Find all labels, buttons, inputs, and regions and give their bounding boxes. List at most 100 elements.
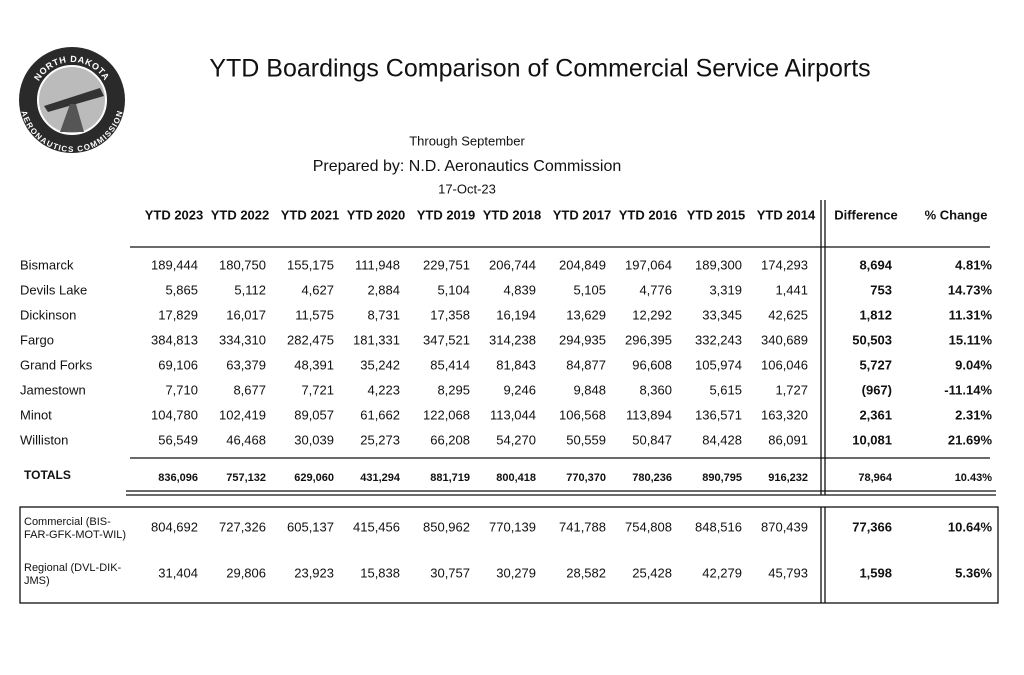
cell: 85,414	[430, 357, 470, 372]
cell: 102,419	[219, 407, 266, 422]
cell: 890,795	[702, 472, 742, 484]
cell: 16,017	[226, 307, 266, 322]
cell: 15.11%	[949, 332, 993, 347]
row-label: Grand Forks	[20, 357, 93, 372]
cell: 4,627	[301, 282, 334, 297]
group-label: Commercial (BIS-	[24, 516, 111, 528]
row-label: Bismarck	[20, 257, 74, 272]
cell: 12,292	[632, 307, 672, 322]
cell: 61,662	[360, 407, 400, 422]
cell: 30,757	[430, 565, 470, 580]
cell: 836,096	[158, 472, 198, 484]
cell: 7,721	[301, 382, 334, 397]
cell: 780,236	[632, 472, 672, 484]
cell: 757,132	[226, 472, 266, 484]
cell: 1,727	[775, 382, 808, 397]
cell: 850,962	[423, 519, 470, 534]
cell: 9.04%	[955, 357, 992, 372]
cell: 800,418	[496, 472, 536, 484]
column-header: YTD 2022	[211, 207, 270, 222]
cell: 916,232	[768, 472, 808, 484]
cell: 2,361	[859, 407, 892, 422]
cell: 3,319	[709, 282, 742, 297]
row-label: Jamestown	[20, 382, 86, 397]
cell: 314,238	[489, 332, 536, 347]
cell: 8,295	[437, 382, 470, 397]
cell: 7,710	[165, 382, 198, 397]
cell: 113,894	[626, 407, 672, 422]
cell: 181,331	[353, 332, 400, 347]
cell: 155,175	[287, 257, 334, 272]
cell: 8,677	[233, 382, 266, 397]
cell: 5,104	[437, 282, 470, 297]
cell: 84,428	[702, 432, 742, 447]
cell: 770,139	[489, 519, 536, 534]
cell: 78,964	[858, 472, 893, 484]
cell: 753	[870, 282, 892, 297]
cell: 35,242	[360, 357, 400, 372]
cell: 50,503	[852, 332, 892, 347]
column-header: YTD 2023	[145, 207, 204, 222]
cell: 605,137	[287, 519, 334, 534]
cell: 754,808	[625, 519, 672, 534]
cell: 4,223	[367, 382, 400, 397]
cell: 9,246	[503, 382, 536, 397]
cell: 17,358	[430, 307, 470, 322]
cell: 136,571	[695, 407, 742, 422]
cell: 5.36%	[955, 565, 992, 580]
column-header: YTD 2019	[417, 207, 476, 222]
cell: 8,360	[639, 382, 672, 397]
cell: 2,884	[367, 282, 400, 297]
cell: 870,439	[761, 519, 808, 534]
cell: 5,105	[573, 282, 606, 297]
cell: 8,694	[859, 257, 892, 272]
cell: 10.43%	[955, 472, 993, 484]
cell: 296,395	[625, 332, 672, 347]
column-header: % Change	[925, 207, 988, 222]
cell: 111,948	[355, 257, 400, 272]
cell: 86,091	[768, 432, 808, 447]
cell: (967)	[862, 382, 892, 397]
totals-label: TOTALS	[24, 468, 71, 482]
cell: 189,444	[151, 257, 198, 272]
cell: 347,521	[423, 332, 470, 347]
logo-runway	[60, 104, 84, 132]
cell: 42,625	[768, 307, 808, 322]
cell: 5,615	[709, 382, 742, 397]
cell: 1,598	[859, 565, 892, 580]
cell: 50,847	[632, 432, 672, 447]
cell: 106,568	[559, 407, 606, 422]
cell: 13,629	[566, 307, 606, 322]
cell: 45,793	[768, 565, 808, 580]
cell: 122,068	[423, 407, 470, 422]
cell: 89,057	[294, 407, 334, 422]
cell: 30,279	[496, 565, 536, 580]
cell: 106,046	[761, 357, 808, 372]
cell: 16,194	[496, 307, 536, 322]
cell: 332,243	[695, 332, 742, 347]
group-label: FAR-GFK-MOT-WIL)	[24, 529, 126, 541]
group-label: Regional (DVL-DIK-	[24, 562, 122, 574]
cell: 96,608	[632, 357, 672, 372]
cell: 113,044	[490, 407, 536, 422]
row-label: Devils Lake	[20, 282, 87, 297]
cell: 46,468	[226, 432, 266, 447]
cell: 197,064	[625, 257, 672, 272]
cell: 31,404	[158, 565, 198, 580]
cell: 2.31%	[955, 407, 992, 422]
row-label: Fargo	[20, 332, 54, 347]
cell: 282,475	[287, 332, 334, 347]
column-header: YTD 2015	[687, 207, 746, 222]
cell: 180,750	[219, 257, 266, 272]
cell: 189,300	[695, 257, 742, 272]
cell: 334,310	[219, 332, 266, 347]
cell: 17,829	[158, 307, 198, 322]
cell: 9,848	[573, 382, 606, 397]
cell: 4,839	[503, 282, 536, 297]
cell: 1,812	[859, 307, 892, 322]
column-header: YTD 2017	[553, 207, 612, 222]
cell: 23,923	[294, 565, 334, 580]
cell: 415,456	[353, 519, 400, 534]
row-label: Dickinson	[20, 307, 76, 322]
